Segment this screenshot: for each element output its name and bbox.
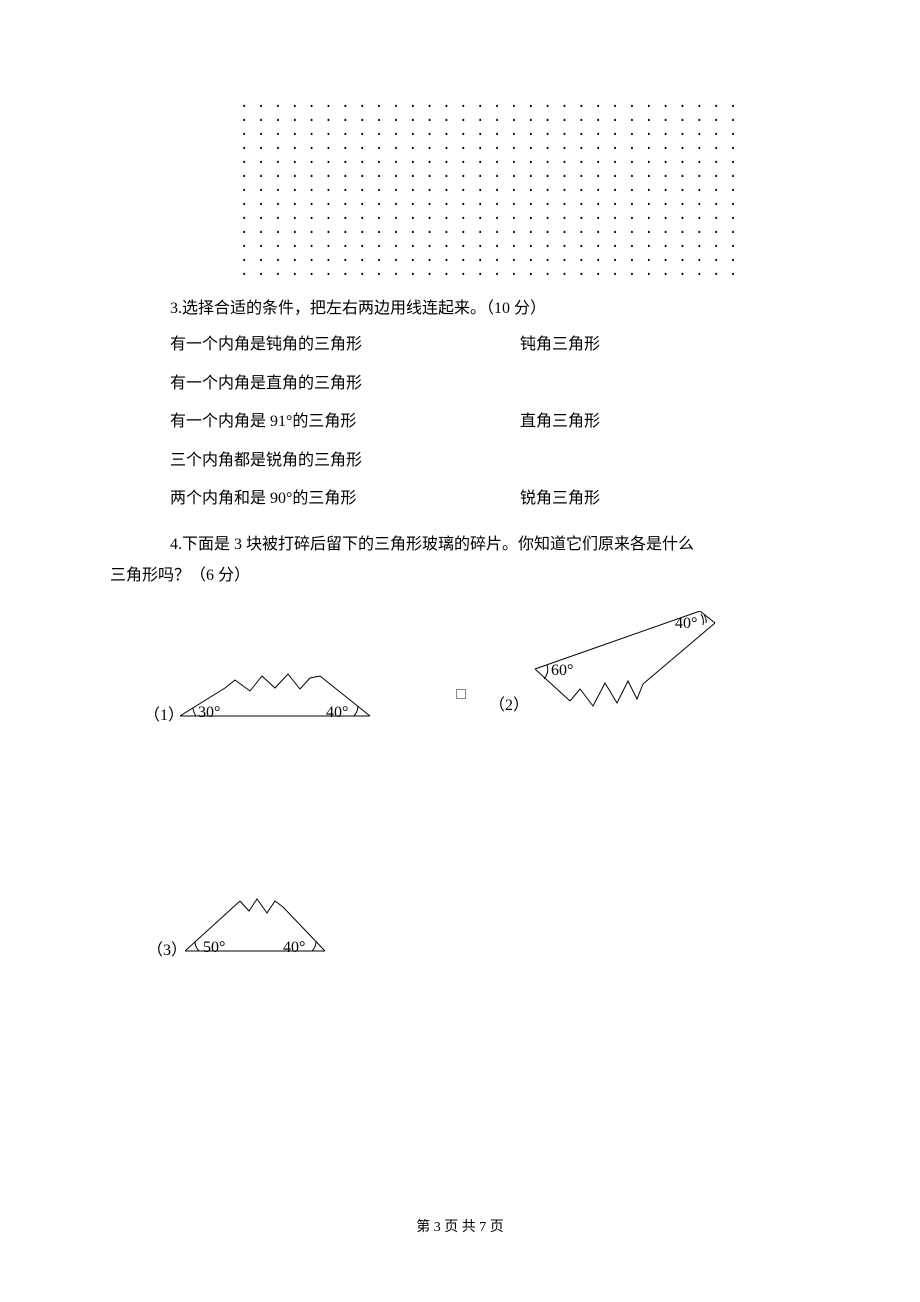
dot-row: · · · · · · · · · · · · · · · · · · · · … [240, 240, 790, 254]
figure-3-label: （3） [147, 936, 187, 966]
match-left-0: 有一个内角是钝角的三角形 [170, 330, 380, 360]
dot-grid: · · · · · · · · · · · · · · · · · · · · … [240, 100, 790, 282]
match-left-2: 有一个内角是 91°的三角形 [170, 407, 380, 437]
figure-2-angle-left: 60° [551, 656, 573, 686]
figure-3-angle-right: 40° [283, 933, 305, 963]
dot-row: · · · · · · · · · · · · · · · · · · · · … [240, 128, 790, 142]
dot-row: · · · · · · · · · · · · · · · · · · · · … [240, 142, 790, 156]
figure-3-angle-left: 50° [203, 933, 225, 963]
dot-row: · · · · · · · · · · · · · · · · · · · · … [240, 268, 790, 282]
dot-row: · · · · · · · · · · · · · · · · · · · · … [240, 198, 790, 212]
figure-2-angle-right: 40° [675, 609, 697, 639]
match-left-1: 有一个内角是直角的三角形 [170, 369, 380, 399]
figure-1: （1） 30° 40° [180, 656, 430, 726]
q4-title-line1: 4.下面是 3 块被打碎后留下的三角形玻璃的碎片。你知道它们原来各是什么 [170, 530, 790, 560]
dot-row: · · · · · · · · · · · · · · · · · · · · … [240, 212, 790, 226]
dot-row: · · · · · · · · · · · · · · · · · · · · … [240, 170, 790, 184]
match-right-2: 直角三角形 [520, 407, 730, 437]
dot-row: · · · · · · · · · · · · · · · · · · · · … [240, 114, 790, 128]
placeholder-box-icon [456, 689, 466, 699]
match-left-3: 三个内角都是锐角的三角形 [170, 446, 380, 476]
dot-row: · · · · · · · · · · · · · · · · · · · · … [240, 156, 790, 170]
figure-2: （2） 60° 40° [525, 611, 735, 721]
q3-title: 3.选择合适的条件，把左右两边用线连起来。（10 分） [170, 294, 790, 324]
page-footer: 第 3 页 共 7 页 [0, 1215, 920, 1242]
figure-1-label: （1） [144, 701, 184, 731]
figure-1-angle-left: 30° [198, 698, 220, 728]
matching-block: 有一个内角是钝角的三角形 钝角三角形 有一个内角是直角的三角形 有一个内角是 9… [170, 330, 730, 514]
figures-area: （1） 30° 40° （2） 60° 40° （3） 50° 40° [130, 611, 790, 981]
page: · · · · · · · · · · · · · · · · · · · · … [0, 0, 920, 1302]
q4-title-line2: 三角形吗？（6 分） [110, 561, 790, 591]
dot-row: · · · · · · · · · · · · · · · · · · · · … [240, 226, 790, 240]
dot-row: · · · · · · · · · · · · · · · · · · · · … [240, 184, 790, 198]
match-right-0: 钝角三角形 [520, 330, 730, 360]
dot-row: · · · · · · · · · · · · · · · · · · · · … [240, 100, 790, 114]
dot-row: · · · · · · · · · · · · · · · · · · · · … [240, 254, 790, 268]
match-left-4: 两个内角和是 90°的三角形 [170, 484, 380, 514]
figure-1-angle-right: 40° [326, 698, 348, 728]
match-right-4: 锐角三角形 [520, 484, 730, 514]
figure-3: （3） 50° 40° [185, 891, 365, 966]
figure-2-label: （2） [489, 691, 529, 721]
